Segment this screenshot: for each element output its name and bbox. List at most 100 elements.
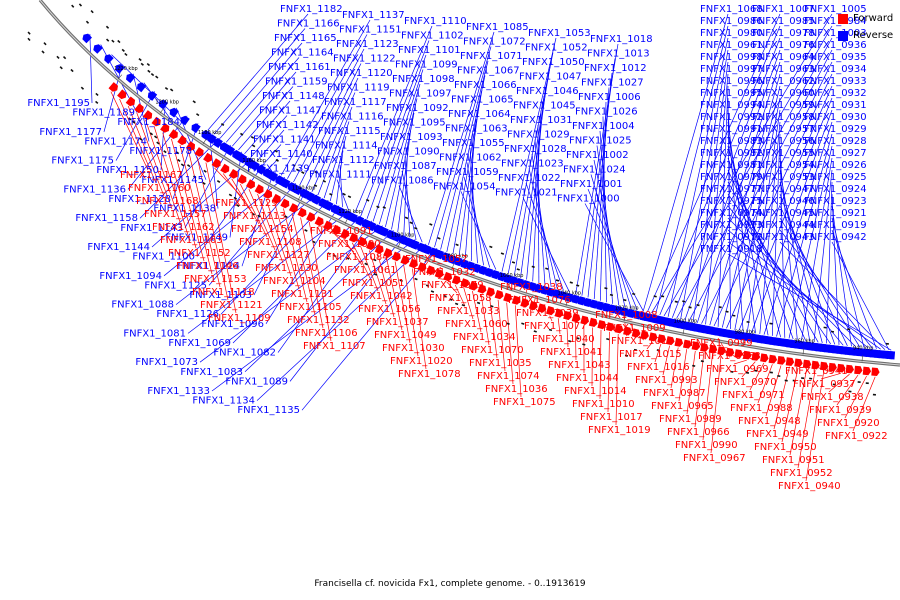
gene-label: FNFX1_1178: [129, 146, 192, 157]
gene-label: FNFX1_0942: [804, 232, 867, 243]
orf-mark: [150, 73, 155, 77]
forward-gene-arrow: [503, 292, 512, 303]
gene-label: FNFX1_1017: [580, 412, 643, 423]
gene-label: FNFX1_1107: [303, 341, 366, 352]
orf-mark: [531, 265, 535, 269]
gene-label: FNFX1_1049: [374, 330, 437, 341]
gene-label: FNFX1_1089: [225, 376, 288, 387]
leader-line: [593, 87, 610, 300]
forward-gene-arrow: [614, 324, 624, 334]
tick-label: 980 kbp: [735, 330, 755, 336]
gene-label: FNFX1_1177: [39, 127, 102, 138]
leader-line: [688, 49, 833, 322]
gene-label: FNFX1_1162: [152, 222, 215, 233]
gene-label: FNFX1_1073: [135, 357, 198, 368]
leader-line: [741, 361, 756, 378]
gene-label: FNFX1_0977: [700, 184, 763, 195]
gene-label: FNFX1_0946: [752, 196, 815, 207]
orf-mark: [71, 4, 75, 8]
leader-line: [339, 164, 343, 208]
gene-label: FNFX1_0997: [700, 64, 763, 75]
tick-mark: [451, 263, 455, 269]
forward-gene-arrow: [511, 295, 521, 305]
gene-label: FNFX1_0957: [752, 124, 815, 135]
tick-label: 1100 kbp: [391, 232, 415, 238]
leader-line: [211, 239, 416, 392]
gene-label: FNFX1_1118: [192, 287, 255, 298]
gene-label: FNFX1_1145: [141, 175, 204, 186]
forward-gene-arrow: [331, 224, 341, 235]
gene-label: FNFX1_0935: [804, 52, 867, 63]
gene-label: FNFX1_1066: [454, 80, 517, 91]
gene-label: FNFX1_1137: [342, 10, 405, 21]
forward-gene-arrow: [400, 255, 410, 265]
gene-label: FNFX1_1004: [572, 121, 635, 132]
forward-gene-arrow: [160, 123, 170, 133]
forward-gene-arrow: [520, 298, 530, 308]
tick-mark: [682, 328, 685, 335]
orf-mark: [193, 175, 197, 179]
forward-gene-arrow: [845, 364, 854, 374]
gene-labels: FNFX1_1182 FNFX1_1166 FNFX1_1165 FNFX1_1164…: [27, 4, 887, 492]
forward-gene-arrow: [340, 228, 350, 239]
orf-mark: [682, 300, 686, 303]
reverse-gene-arrow: [570, 294, 580, 304]
forward-gene-arrow: [588, 317, 598, 327]
leader-line: [378, 83, 421, 225]
gene-label: FNFX1_0963: [752, 64, 815, 75]
leader-line: [238, 86, 294, 151]
leader-line: [757, 364, 773, 404]
leader-line: [366, 54, 427, 219]
forward-gene-arrow: [665, 336, 675, 346]
leader-line: [248, 188, 276, 251]
orf-mark: [700, 360, 705, 363]
orf-mark: [117, 39, 121, 44]
leader-line: [765, 365, 782, 417]
leader-line: [274, 203, 300, 290]
gene-label: FNFX1_0934: [804, 64, 867, 75]
leader-line: [280, 19, 371, 176]
leader-line: [175, 194, 318, 305]
orf-mark: [80, 86, 85, 90]
forward-gene-arrow: [434, 268, 444, 279]
reverse-gene-arrow: [576, 296, 586, 306]
leader-line: [401, 170, 417, 240]
forward-gene-arrow: [185, 141, 195, 151]
leader-line: [291, 212, 316, 316]
gene-label: FNFX1_0986: [700, 16, 763, 27]
leader-line: [655, 25, 729, 315]
gene-label: FNFX1_0949: [746, 429, 809, 440]
gene-label: FNFX1_1087: [374, 161, 437, 172]
gene-label: FNFX1_1044: [556, 373, 619, 384]
leader-line: [136, 112, 173, 210]
orf-mark: [506, 322, 510, 325]
reverse-gene-arrow: [300, 189, 310, 199]
tick-mark: [565, 300, 568, 306]
gene-label: FNFX1_1108: [239, 237, 302, 248]
orf-mark: [220, 123, 225, 127]
leader-line: [797, 370, 816, 469]
orf-mark: [489, 245, 493, 249]
orf-mark: [196, 113, 200, 117]
leader-line: [599, 101, 607, 301]
reverse-gene-arrow: [278, 177, 288, 188]
orf-mark: [62, 55, 67, 60]
gene-label: FNFX1_1086: [371, 176, 434, 187]
gene-label: FNFX1_0968: [698, 351, 761, 362]
orf-mark: [718, 306, 722, 309]
orf-mark: [132, 120, 136, 124]
gene-label: FNFX1_0925: [804, 172, 867, 183]
gene-label: FNFX1_1131: [271, 289, 334, 300]
orf-mark: [521, 322, 525, 325]
gene-label: FNFX1_0993: [635, 375, 698, 386]
gene-label: FNFX1_1139: [247, 164, 310, 175]
orf-mark: [688, 306, 692, 309]
leader-line: [301, 247, 438, 411]
gene-label: FNFX1_1045: [513, 101, 576, 112]
orf-mark: [429, 223, 433, 226]
gene-label: FNFX1_1168: [136, 196, 199, 207]
leader-line: [749, 362, 765, 391]
orf-mark: [430, 290, 435, 293]
leader-line: [460, 191, 497, 270]
orf-mark: [725, 310, 729, 313]
